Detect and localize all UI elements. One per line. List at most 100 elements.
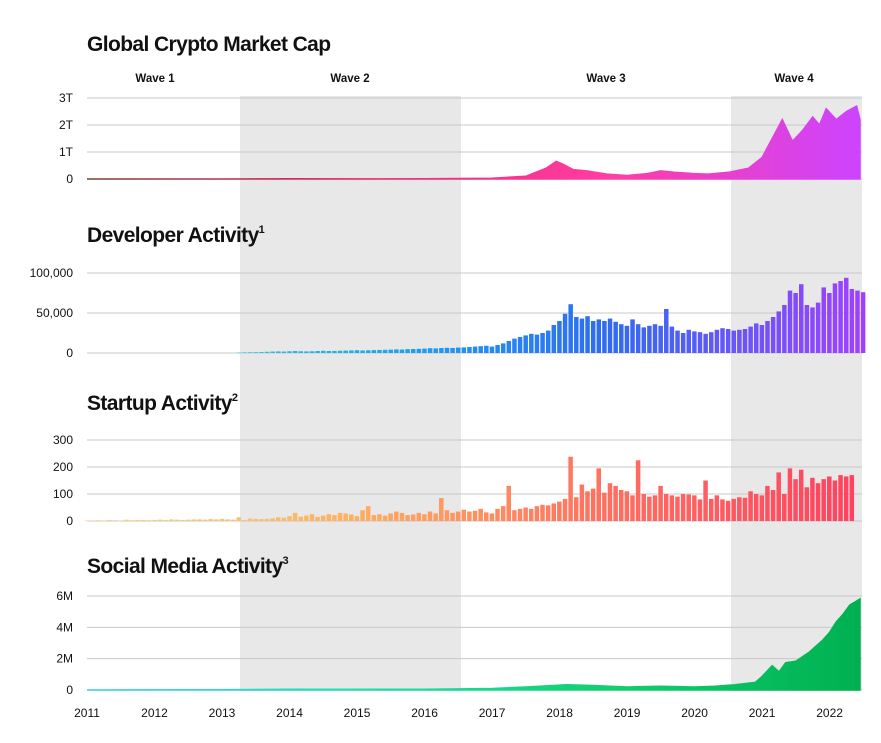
startup-bar [140, 519, 146, 521]
developer-bar [709, 332, 714, 353]
developer-bar [304, 351, 309, 353]
startup-bar [793, 479, 798, 521]
developer-bar [551, 325, 557, 353]
startup-bar [388, 513, 393, 521]
developer-bar [697, 332, 703, 353]
startup-bar [731, 498, 736, 521]
developer-bar [394, 349, 399, 353]
startup-bar [776, 472, 781, 521]
developer-bar [787, 290, 793, 353]
startup-bar [765, 485, 770, 521]
market_cap-panel: 0 1T 2T 3T [59, 91, 862, 186]
developer-bar [343, 350, 348, 353]
startup-bar [647, 496, 652, 521]
developer-bar [517, 337, 523, 353]
chart-panels: 0 1T 2T 3T 0 50,000 100,000 0 100 200 300 0 2M 4M 6M [30, 91, 866, 697]
developer-bar [680, 333, 686, 353]
developer-bar [574, 317, 579, 353]
developer-bar [585, 316, 590, 353]
startup-bar [579, 484, 585, 521]
startup-bar [410, 514, 416, 521]
developer-bar [388, 349, 393, 353]
startup-bar [84, 520, 90, 521]
startup-bar [214, 519, 219, 521]
startup-bar [652, 495, 658, 521]
developer-bar [455, 347, 461, 353]
startup-bar [343, 513, 348, 521]
startup-bar [708, 498, 714, 521]
developer-bar [484, 345, 489, 353]
market-cap-title: Global Crypto Market Cap [87, 33, 330, 56]
startup-bar [523, 507, 528, 521]
startup-bar [737, 497, 742, 521]
developer-footnote-mark: 1 [259, 224, 265, 236]
startup-bar [146, 520, 152, 521]
startup-bar [174, 519, 180, 521]
startup-ytick-label: 100 [53, 487, 73, 501]
startup-title-text: Startup Activity [87, 392, 233, 415]
developer-bar [287, 351, 292, 353]
startup-bar [545, 505, 551, 521]
developer-bar [776, 311, 781, 353]
developer-bar [607, 318, 613, 353]
developer-bar [731, 330, 737, 353]
startup-bar [118, 520, 123, 521]
developer-title-text: Developer Activity [87, 224, 260, 247]
startup-bar [798, 469, 804, 521]
developer-bar [754, 323, 759, 353]
developer-bar [630, 319, 635, 353]
startup-bar [810, 477, 815, 521]
startup-bar [472, 510, 478, 521]
developer-bar [737, 329, 742, 353]
startup-bar [287, 516, 292, 521]
market_cap-ytick-label: 3T [59, 91, 74, 105]
developer-bar [810, 307, 815, 353]
startup-title: Startup Activity2 [87, 392, 238, 415]
startup-bar [557, 501, 562, 521]
developer-bar [545, 330, 551, 353]
startup-bar [821, 479, 826, 521]
developer-bar [298, 351, 303, 353]
startup-bar [630, 495, 635, 521]
startup-bar [191, 519, 197, 521]
social-title: Social Media Activity3 [87, 555, 289, 578]
developer-bar [669, 326, 675, 353]
startup-bar [349, 514, 354, 521]
developer-bar [259, 352, 264, 353]
developer-bar [444, 347, 450, 353]
startup-bar [686, 494, 691, 521]
startup-bar [590, 488, 596, 521]
startup-bar [529, 508, 534, 521]
startup-panel: 0 100 200 300 [53, 433, 862, 528]
startup-bar [96, 520, 101, 521]
startup-bar [782, 494, 787, 521]
x-tick-label: 2015 [344, 706, 371, 720]
startup-bar [124, 519, 129, 521]
startup-bar [692, 495, 697, 521]
x-tick-label: 2019 [614, 706, 641, 720]
x-tick-label: 2011 [74, 706, 100, 720]
developer-bar [720, 328, 725, 353]
startup-bar [427, 511, 433, 521]
startup-bar [433, 513, 438, 521]
startup-bar [247, 518, 253, 521]
startup-bar [377, 514, 382, 521]
wave-1-label: Wave 1 [135, 73, 175, 85]
developer-bar [725, 329, 731, 353]
startup-bar [725, 500, 731, 521]
developer-bar [832, 283, 838, 353]
developer-bar [472, 346, 478, 353]
developer-ytick-label: 100,000 [30, 266, 74, 280]
startup-bar [596, 468, 601, 521]
startup-bar [624, 491, 630, 521]
wave-4-band [731, 96, 862, 691]
developer-panel: 0 50,000 100,000 [30, 266, 866, 360]
developer-bar [315, 351, 320, 353]
startup-bar [804, 487, 810, 521]
startup-bar [197, 519, 202, 521]
startup-bar [101, 520, 107, 521]
startup-bar [703, 480, 708, 521]
startup-bar [253, 518, 258, 521]
developer-bar [562, 313, 568, 353]
wave-2-label: Wave 2 [330, 73, 369, 85]
